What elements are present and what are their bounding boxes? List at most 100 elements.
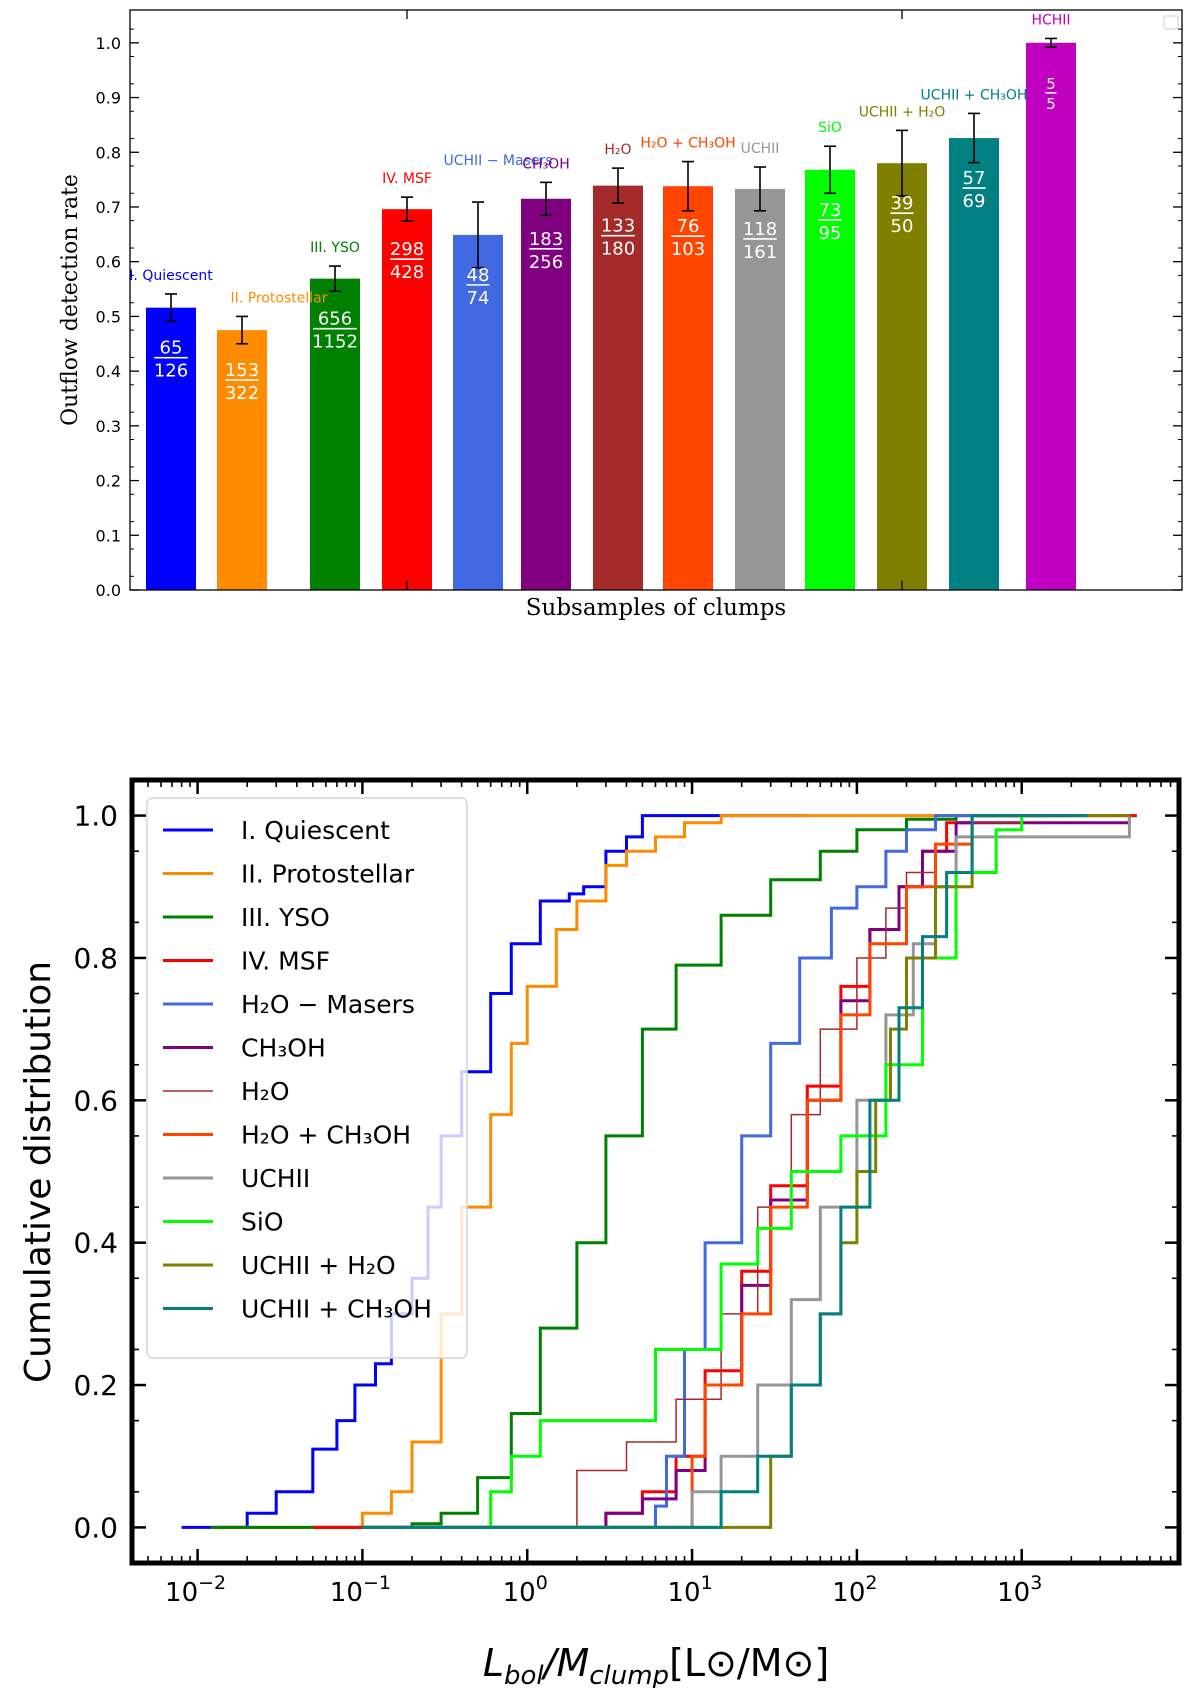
- error-bar-uchii-ch-oh: [968, 112, 980, 164]
- legend-entry-ii-protostellar: II. Protostellar: [163, 860, 415, 889]
- x-tick-label: 103: [997, 1572, 1042, 1608]
- x-tick-label: 10−1: [330, 1572, 391, 1608]
- y-tick-label: 0.8: [73, 942, 118, 975]
- x-tick-base: 10: [832, 1578, 865, 1608]
- legend-label: CH₃OH: [241, 1034, 326, 1063]
- xlabel-sub-clump: clump: [589, 1661, 669, 1688]
- legend-entry-ch-oh: CH₃OH: [163, 1034, 326, 1063]
- error-bar-iv-msf: [401, 196, 413, 223]
- y-tick-label: 0.0: [73, 1511, 118, 1544]
- legend-label: II. Protostellar: [241, 860, 415, 889]
- x-tick-exponent: 1: [701, 1572, 713, 1594]
- fraction-numerator: 656: [318, 309, 352, 330]
- y-tick-label: 0.9: [96, 89, 121, 108]
- error-bar-iii-yso: [329, 265, 341, 293]
- legend-label: SiO: [241, 1208, 284, 1237]
- y-tick-label: 1.0: [73, 800, 118, 833]
- fraction-numerator: 76: [677, 216, 700, 237]
- bottom-y-axis: 0.0 0.2 0.4 0.6 0.8 1.0: [73, 800, 1179, 1564]
- x-tick-label: 101: [667, 1572, 712, 1608]
- x-tick-base: 10: [330, 1578, 363, 1608]
- fraction-numerator: 133: [601, 216, 635, 237]
- bar-hchii: [1026, 42, 1076, 590]
- bar-label-iii-yso: III. YSO: [310, 240, 360, 256]
- error-bar-h-o-ch-oh: [682, 160, 694, 212]
- legend-label: UCHII + CH₃OH: [241, 1295, 432, 1324]
- bar-label-sio: SiO: [818, 120, 842, 136]
- bar-label-uchii-masers: UCHII − Masers: [443, 153, 552, 169]
- top-y-axis: 0.0 0.1 0.2 0.3 0.4 0.5 0.6 0.7 0.8 0.9 1.0: [96, 10, 1182, 600]
- legend-entry-uchii-ch-oh: UCHII + CH₃OH: [163, 1295, 432, 1324]
- legend: I. Quiescent II. Protostellar III. YSO IV. …: [146, 797, 468, 1359]
- x-tick-base: 10: [667, 1578, 700, 1608]
- bar-label-h-o: H₂O: [604, 142, 631, 158]
- bar-label-iv-msf: IV. MSF: [382, 171, 432, 187]
- series-uchii-ch-oh: [362, 814, 1088, 1529]
- y-tick-label: 0.4: [73, 1227, 118, 1260]
- x-tick-base: 10: [503, 1578, 536, 1608]
- y-tick-label: 0.1: [96, 526, 121, 545]
- legend-entry-sio: SiO: [163, 1208, 284, 1237]
- bottom-x-axis-label: Lbol/Mclump[L⊙/M⊙]: [483, 1641, 829, 1688]
- fraction-denominator: 180: [601, 239, 635, 260]
- y-tick-label: 0.4: [96, 362, 121, 381]
- fraction-denominator: 74: [467, 288, 490, 309]
- legend-entry-iv-msf: IV. MSF: [163, 947, 330, 976]
- error-bar-ch-oh: [540, 181, 552, 216]
- error-bars-layer: [165, 37, 1057, 345]
- xlabel-over-m: /M: [541, 1641, 590, 1685]
- bottom-y-axis-label: Cumulative distribution: [18, 961, 59, 1383]
- x-tick-label: 102: [832, 1572, 877, 1608]
- legend-label: H₂O − Masers: [241, 990, 415, 1019]
- fraction-numerator: 298: [390, 239, 424, 260]
- error-bar-hchii: [1045, 37, 1057, 49]
- x-tick-exponent: 0: [536, 1572, 548, 1594]
- y-tick-label: 0.7: [96, 198, 121, 217]
- fraction-numerator: 39: [891, 193, 914, 214]
- x-tick-exponent: 3: [1030, 1572, 1042, 1594]
- fraction-denominator: 103: [671, 239, 705, 260]
- legend-entry-h-o-ch-oh: H₂O + CH₃OH: [163, 1121, 411, 1150]
- fraction-denominator: 161: [743, 242, 777, 263]
- xlabel-main: L: [483, 1641, 504, 1685]
- y-tick-label: 0.6: [73, 1084, 118, 1117]
- bar-iv-msf: [382, 209, 432, 591]
- bar-name-labels-layer: I. Quiescent II. Protostellar III. YSO IV. …: [129, 12, 1070, 306]
- fraction-numerator: 153: [225, 360, 259, 381]
- series-h-o-masers: [362, 814, 1022, 1529]
- legend-entry-h-o-masers: H₂O − Masers: [163, 990, 415, 1019]
- xlabel-sub-bol: bol: [504, 1661, 544, 1688]
- x-tick-exponent: −1: [363, 1572, 391, 1594]
- bar-label-i-quiescent: I. Quiescent: [129, 268, 213, 284]
- error-bar-h-o: [612, 167, 624, 204]
- fraction-denominator: 322: [225, 383, 259, 404]
- fraction-denominator: 428: [390, 262, 424, 283]
- legend-label: IV. MSF: [241, 947, 330, 976]
- fraction-denominator: 1152: [312, 332, 358, 353]
- bar-uchii-masers: [453, 234, 503, 591]
- top-x-axis-label: Subsamples of clumps: [526, 595, 786, 621]
- bar-ii-protostellar: [217, 330, 267, 590]
- bar-uchii-h-o: [877, 163, 927, 590]
- series-ii-protostellar: [210, 814, 1072, 1529]
- x-tick-base: 10: [165, 1578, 198, 1608]
- fraction-denominator: 69: [963, 191, 986, 212]
- legend-entry-uchii-h-o: UCHII + H₂O: [163, 1251, 396, 1280]
- x-tick-exponent: 2: [865, 1572, 877, 1594]
- x-tick-exponent: −2: [198, 1572, 226, 1594]
- bar-label-uchii-ch-oh: UCHII + CH₃OH: [921, 87, 1028, 103]
- bar-label-ch-oh: CH₃OH: [522, 156, 569, 172]
- legend-label: H₂O: [241, 1077, 290, 1106]
- bar-label-ii-protostellar: II. Protostellar: [231, 290, 328, 306]
- bar-sio: [805, 169, 855, 590]
